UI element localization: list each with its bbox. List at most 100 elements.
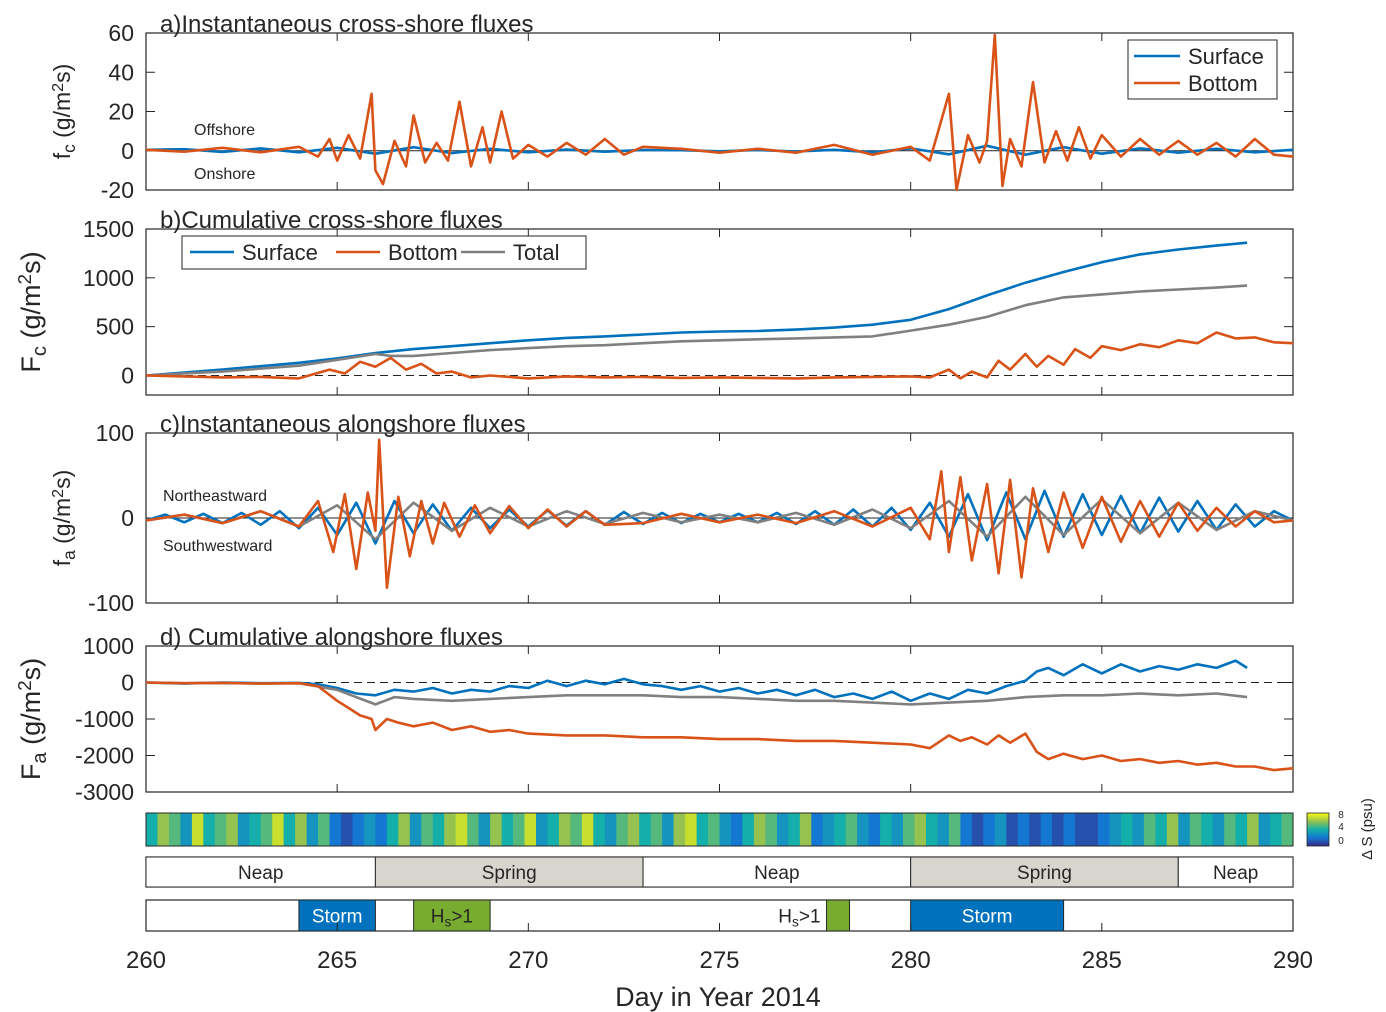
x-tick-label: 275 [699, 947, 739, 974]
heatmap-cell [341, 813, 354, 846]
heatmap-cell [822, 813, 835, 846]
heatmap-cell [662, 813, 675, 846]
annotation-onshore: Onshore [194, 166, 255, 183]
heatmap-frame [145, 812, 1294, 847]
events-segment-label: Storm [962, 907, 1013, 928]
heatmap-cell [1235, 813, 1248, 846]
y-tick-label: 1500 [83, 216, 134, 242]
panel-c: -100 0 100 c)Instantaneous alongshore fluxe… [49, 411, 1294, 616]
heatmap-cell [776, 813, 789, 846]
heatmap-cell [283, 813, 296, 846]
heatmap-cell [868, 813, 881, 846]
heatmap-cell [421, 813, 434, 846]
y-tick-label: -3000 [75, 779, 134, 805]
heatmap-cell [880, 813, 893, 846]
heatmap-cell [237, 813, 250, 846]
y-axis-label-part: s) [16, 658, 46, 681]
heatmap-cell [455, 813, 468, 846]
events-segment-hs [826, 899, 850, 932]
annotation-northeastward: Northeastward [163, 488, 267, 505]
heatmap-cell [191, 813, 204, 846]
heatmap-cell [478, 813, 491, 846]
heatmap-cell [1006, 813, 1019, 846]
heatmap-cell [1166, 813, 1179, 846]
heatmap-cell [719, 813, 732, 846]
heatmap-cell [1258, 813, 1271, 846]
legend-label-bottom: Bottom [388, 240, 458, 265]
heatmap-cell [971, 813, 984, 846]
heatmap-cell [983, 813, 996, 846]
y-axis-label-part: a [29, 752, 51, 764]
panel-title: a)Instantaneous cross-shore fluxes [160, 11, 534, 38]
y-axis-label-part: 2 [15, 680, 36, 691]
heatmap-cell [1029, 813, 1042, 846]
events-segment-storm [910, 899, 1065, 932]
legend-label-total: Total [513, 240, 559, 265]
heatmap-cell [214, 813, 227, 846]
y-axis-label-part: s) [49, 470, 75, 489]
series-line-bottom [145, 681, 1294, 772]
heatmap-cell [1017, 813, 1030, 846]
events-segment-storm [298, 899, 376, 932]
heatmap-cell [948, 813, 961, 846]
heatmap-cell [1063, 813, 1076, 846]
x-tick-label: 280 [891, 947, 931, 974]
y-tick-label: 60 [108, 20, 134, 46]
panel-title: c)Instantaneous alongshore fluxes [160, 411, 526, 438]
salinity-heatmap [145, 812, 1294, 847]
series-line-bottom [145, 33, 1294, 192]
y-axis-label-part: f [49, 152, 75, 159]
colorbar-bar [1306, 812, 1330, 847]
heatmap-cell [960, 813, 973, 846]
heatmap-cell [627, 813, 640, 846]
x-tick-label: 265 [317, 947, 357, 974]
y-axis-label-part: 2 [49, 489, 67, 498]
segment-label-tail: >1 [451, 907, 473, 928]
tidal_phase-segment-label: Spring [482, 863, 537, 884]
panel-d: -3000 -2000 -1000 0 1000 d) Cumulative alongs… [15, 624, 1294, 805]
y-tick-label: -1000 [75, 706, 134, 732]
events-segment-hs [413, 899, 491, 932]
heatmap-cell [203, 813, 216, 846]
heatmap-cell [834, 813, 847, 846]
heatmap-cell [352, 813, 365, 846]
heatmap-cell [524, 813, 537, 846]
legend-label-bottom: Bottom [1188, 71, 1258, 96]
y-axis-label-part: (g/m [16, 691, 46, 753]
heatmap-cell [272, 813, 285, 846]
y-axis-label-part: s) [16, 251, 46, 274]
legend-box [1127, 39, 1278, 100]
heatmap-cell [467, 813, 480, 846]
tidal_phase-segment-label: Neap [1213, 863, 1258, 884]
legend: Surface Bottom Total [181, 235, 587, 270]
heatmap-cell [398, 813, 411, 846]
y-tick-label: -20 [101, 177, 134, 203]
heatmap-cell [1132, 813, 1145, 846]
heatmap-cell [168, 813, 181, 846]
heatmap-cell [1212, 813, 1225, 846]
salinity-colorbar: 84 0 Δ S (psu) [1306, 798, 1376, 860]
tidal-phase-timeline: Neap Spring Neap Spring Neap [145, 856, 1294, 888]
heatmap-cell [1201, 813, 1214, 846]
y-axis-label: Fa (g/m2s) [15, 658, 51, 780]
heatmap-cell [639, 813, 652, 846]
series-line-surface [145, 144, 1294, 156]
heatmap-cell [1040, 813, 1053, 846]
tidal_phase-segment-label: Spring [1017, 863, 1072, 884]
heatmap-cell [753, 813, 766, 846]
heatmap-cell [937, 813, 950, 846]
y-tick-label: 1000 [83, 265, 134, 291]
heatmap-cell [432, 813, 445, 846]
heatmap-cell [536, 813, 549, 846]
events-segment-label: Storm [312, 907, 363, 928]
y-axis-label-part: (g/m [49, 92, 75, 144]
x-tick-label: 290 [1273, 947, 1313, 974]
heatmap-cell [708, 813, 721, 846]
y-axis-label-part: F [16, 764, 46, 781]
y-axis-label-part: c [59, 144, 79, 153]
heatmap-cell [685, 813, 698, 846]
heatmap-cell [857, 813, 870, 846]
heatmap-cell [306, 813, 319, 846]
heatmap-cell [1178, 813, 1191, 846]
